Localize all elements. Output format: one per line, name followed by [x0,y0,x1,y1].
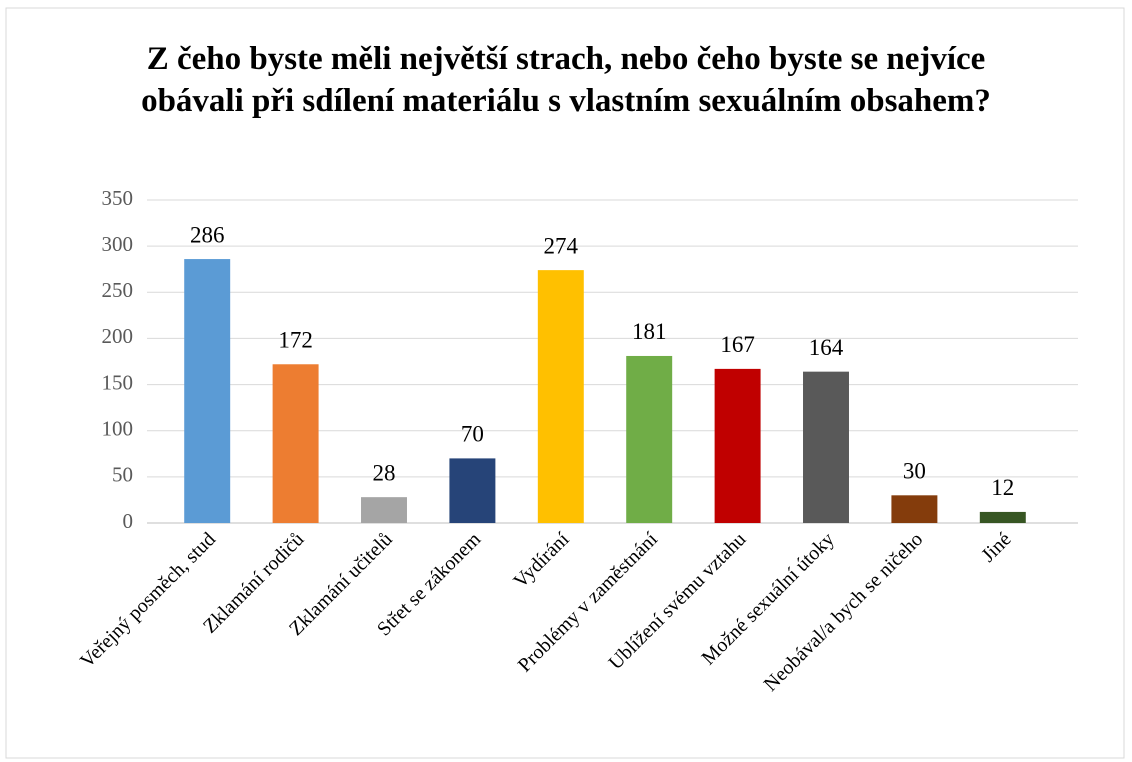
bar [979,511,1026,523]
bar [537,270,584,523]
data-label: 274 [544,233,579,258]
bar [184,259,231,523]
data-label: 70 [461,422,484,447]
chart-border [5,7,1125,759]
x-tick-label: Vydírání [509,528,574,593]
y-tick-label: 0 [123,509,134,533]
data-label: 181 [632,319,667,344]
bar [626,355,673,523]
y-tick-label: 200 [102,324,134,348]
data-label: 164 [809,335,844,360]
bar [449,458,496,523]
data-label: 12 [991,475,1014,500]
x-tick-label: Veřejný posměch, stud [76,528,220,672]
x-tick-label: Neobával/a bych se ničeho [760,528,928,696]
data-label: 167 [720,332,755,357]
y-tick-label: 350 [102,186,134,210]
bar [361,497,407,523]
bar [272,364,319,523]
chart-title: Z čeho byste měli největší strach, nebo … [141,41,991,119]
data-label: 172 [278,328,313,353]
data-label: 30 [903,459,926,484]
y-tick-label: 150 [102,370,134,394]
y-tick-label: 250 [102,278,134,302]
y-tick-label: 300 [102,232,134,256]
bar [803,371,849,523]
data-label: 28 [373,460,396,485]
x-tick-label: Jiné [977,528,1015,566]
bar [714,368,761,523]
data-label: 286 [190,222,225,247]
bar [891,495,938,523]
y-tick-label: 100 [102,417,134,441]
y-tick-label: 50 [112,463,133,487]
